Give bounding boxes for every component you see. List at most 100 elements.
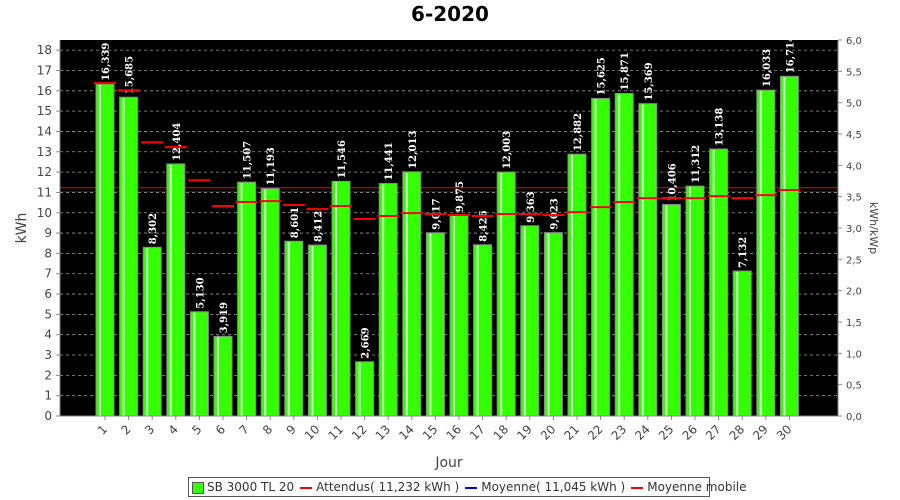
x-tick-label: 16 — [443, 422, 464, 443]
bar-highlight — [547, 233, 550, 416]
bar-data-label: 9,023 — [549, 198, 560, 229]
bar-highlight — [641, 104, 644, 416]
bar-highlight — [712, 149, 715, 416]
bar-data-label: 5,130 — [195, 277, 206, 308]
bar-highlight — [335, 182, 337, 416]
y-axis-title: kWh — [14, 213, 30, 244]
y2-tick-label: 5,5 — [846, 67, 862, 78]
bar-highlight — [122, 98, 125, 416]
bar-highlight — [382, 184, 385, 416]
bar-data-label: 16,714 — [785, 35, 796, 73]
y-tick-label: 11 — [37, 185, 52, 199]
x-tick-label: 11 — [325, 422, 346, 443]
bar-data-label: 10,406 — [667, 163, 678, 201]
x-tick-label: 26 — [679, 422, 700, 443]
bar-data-label: 11,546 — [337, 140, 348, 178]
y-tick-label: 4 — [44, 328, 52, 342]
x-tick-label: 23 — [609, 422, 630, 443]
bar-data-label: 12,882 — [573, 113, 584, 151]
bar-data-label: 8,426 — [479, 210, 490, 241]
bar — [142, 246, 162, 417]
bar-data-label: 8,601 — [290, 207, 301, 238]
bar-data-label: 2,669 — [361, 327, 372, 358]
bar — [166, 163, 186, 417]
bar — [732, 270, 752, 417]
bar-data-label: 11,193 — [266, 147, 277, 185]
legend-item-moyenne: Moyenne( 11,045 kWh ) — [465, 480, 625, 494]
bar-data-label: 7,132 — [738, 237, 749, 268]
bar — [661, 204, 681, 417]
bar-highlight — [618, 94, 621, 416]
y-tick-label: 3 — [44, 348, 52, 362]
y-tick-label: 1 — [44, 389, 52, 403]
bar-highlight — [523, 226, 526, 416]
y-tick-label: 17 — [37, 63, 52, 77]
bar-data-label: 15,685 — [125, 56, 136, 94]
bar-highlight — [169, 164, 172, 416]
chart: 01234567891011121314151617180,00,51,01,5… — [14, 35, 880, 471]
bar — [402, 171, 422, 417]
bar — [567, 153, 587, 417]
bar-highlight — [193, 312, 196, 416]
bar — [473, 244, 493, 417]
bar-highlight — [99, 84, 101, 416]
y-tick-label: 0 — [44, 409, 52, 423]
bar-data-label: 11,441 — [384, 142, 395, 180]
legend-swatch — [465, 486, 478, 489]
y-tick-label: 13 — [37, 145, 52, 159]
bar-data-label: 15,625 — [597, 57, 608, 95]
bar — [496, 171, 516, 417]
bar-highlight — [429, 233, 432, 416]
x-tick-label: 12 — [349, 422, 370, 443]
y2-tick-label: 0,5 — [846, 381, 862, 392]
bar-highlight — [405, 172, 408, 416]
chart-title: 6-2020 — [411, 2, 489, 26]
legend-item-production: SB 3000 TL 20 — [192, 480, 294, 494]
y2-tick-label: 0,0 — [846, 412, 862, 423]
x-tick-label: 8 — [260, 422, 275, 437]
bar — [355, 361, 375, 417]
x-tick-label: 17 — [467, 422, 488, 443]
x-tick-label: 21 — [561, 422, 582, 443]
bar — [614, 92, 634, 417]
bar-highlight — [665, 205, 668, 416]
y-tick-label: 8 — [44, 246, 52, 260]
bar — [543, 232, 563, 417]
y-tick-label: 5 — [44, 307, 52, 321]
bar-data-label: 12,013 — [408, 131, 419, 169]
bar — [756, 89, 776, 417]
bar-highlight — [217, 337, 219, 416]
bar-data-label: 12,404 — [172, 123, 183, 161]
bar — [307, 244, 327, 417]
x-tick-label: 10 — [302, 422, 323, 443]
y2-tick-label: 1,5 — [846, 318, 862, 329]
legend: SB 3000 TL 20 Attendus( 11,232 kWh ) Moy… — [188, 477, 747, 497]
bar — [237, 181, 257, 417]
y2-tick-label: 4,0 — [846, 161, 862, 172]
y2-tick-label: 1,0 — [846, 349, 862, 360]
plot-area — [60, 40, 838, 416]
bar-highlight — [287, 242, 290, 416]
bar — [331, 180, 351, 417]
bar-data-label: 9,363 — [526, 191, 537, 222]
legend-swatch — [631, 486, 644, 489]
x-axis-title: Jour — [434, 455, 463, 471]
bar-highlight — [146, 248, 149, 416]
y-tick-label: 15 — [37, 104, 52, 118]
bar — [95, 83, 115, 417]
x-tick-label: 22 — [585, 422, 606, 443]
bar-data-label: 11,507 — [243, 141, 254, 179]
bar-highlight — [759, 91, 762, 416]
x-tick-label: 18 — [491, 422, 512, 443]
x-tick-label: 9 — [284, 422, 299, 437]
x-tick-label: 24 — [632, 422, 653, 443]
bar — [284, 240, 304, 417]
y2-tick-label: 2,5 — [846, 255, 862, 266]
bar-highlight — [240, 183, 243, 416]
x-tick-label: 1 — [95, 422, 110, 437]
bar-data-label: 9,875 — [455, 181, 466, 212]
bar — [520, 225, 540, 417]
x-tick-label: 28 — [727, 422, 748, 443]
bar-highlight — [571, 155, 573, 416]
x-tick-label: 5 — [189, 422, 204, 437]
